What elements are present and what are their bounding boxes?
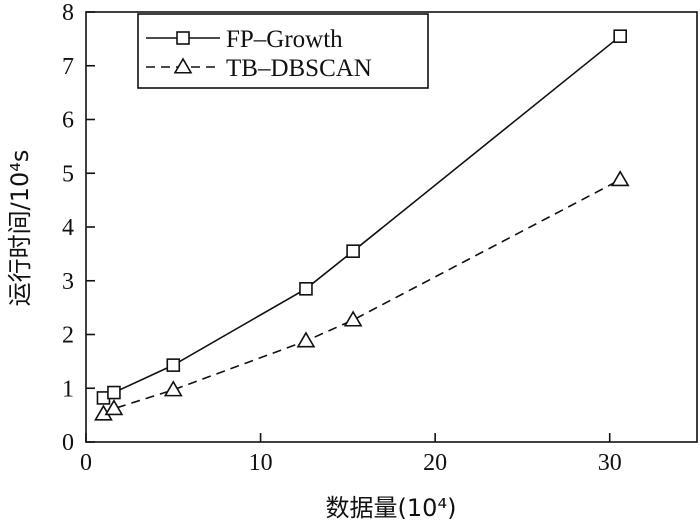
y-tick-label: 0: [62, 430, 74, 456]
square-marker: [166, 358, 181, 372]
y-tick-label: 1: [62, 376, 74, 402]
y-tick-label: 7: [62, 54, 74, 80]
triangle-marker: [343, 310, 363, 327]
series-triangle: [94, 170, 630, 421]
series-line: [103, 35, 621, 399]
legend-box: [137, 13, 429, 89]
triangle-marker: [173, 57, 193, 74]
square-marker: [299, 282, 313, 296]
y-tick-label: 6: [62, 108, 74, 134]
x-tick-label: 30: [598, 450, 622, 476]
y-tick-label: 3: [62, 269, 74, 295]
triangle-marker: [104, 399, 124, 416]
y-tick-label: 4: [62, 215, 74, 241]
legend-label: TB–DBSCAN: [226, 55, 372, 82]
x-axis-label: 数据量(10⁴): [326, 494, 457, 522]
series-square: [96, 29, 627, 405]
triangle-marker: [296, 331, 316, 348]
x-tick-label: 10: [249, 450, 273, 476]
triangle-marker: [610, 170, 630, 187]
square-marker: [107, 385, 121, 400]
y-tick-label: 2: [62, 323, 74, 349]
square-marker: [613, 29, 627, 43]
y-tick-label: 5: [62, 161, 74, 187]
axis-ticks: 0 1 2 3 4 5 6 7 8 0 10 20 30: [62, 0, 622, 476]
legend-label: FP–Growth: [226, 26, 343, 53]
square-marker: [346, 244, 360, 258]
x-tick-label: 0: [80, 450, 92, 476]
square-marker: [176, 31, 190, 45]
triangle-marker: [163, 380, 183, 397]
series-layer: [94, 29, 630, 421]
series-line: [103, 178, 621, 415]
y-tick-label: 8: [62, 0, 74, 26]
x-tick-label: 20: [423, 450, 447, 476]
y-axis-label: 运行时间/10⁴s: [6, 150, 34, 307]
